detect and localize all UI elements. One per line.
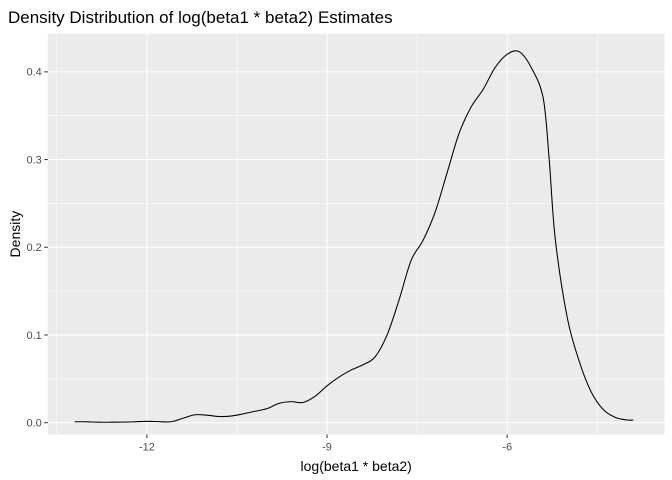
y-tick-label: 0.1 [27,330,42,342]
y-tick-label: 0.2 [27,242,42,254]
x-tick-label: -6 [502,442,512,454]
plot-panel [47,33,665,435]
density-line [74,50,634,423]
x-axis-title: log(beta1 * beta2) [301,458,412,474]
x-tick-label: -9 [322,442,332,454]
y-tick-label: 0.3 [27,154,42,166]
y-axis: 0.0 0.1 0.2 0.3 0.4 [27,67,48,429]
x-axis: -12 -9 -6 [139,434,512,454]
grid-major [47,33,665,435]
y-tick-label: 0.4 [27,67,42,79]
x-tick-label: -12 [139,442,155,454]
grid-minor [47,33,665,435]
chart-title: Density Distribution of log(beta1 * beta… [8,8,393,27]
y-axis-title: Density [7,211,23,258]
y-tick-label: 0.0 [27,417,42,429]
